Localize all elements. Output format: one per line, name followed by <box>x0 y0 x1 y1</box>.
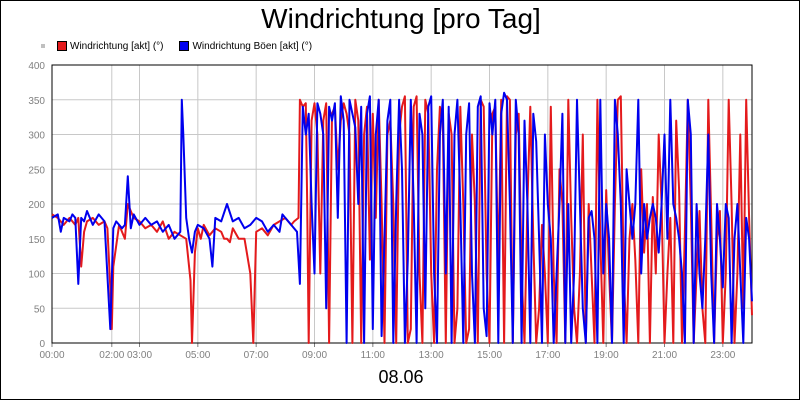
chart-title: Windrichtung [pro Tag] <box>261 3 541 34</box>
x-tick-label: 19:00 <box>594 350 619 361</box>
legend-marker-icon <box>41 44 45 48</box>
legend-swatch-blue <box>179 41 190 51</box>
legend-entry-gust-direction: Windrichtung Böen [akt] (°) <box>179 41 312 52</box>
legend: Windrichtung [akt] (°) Windrichtung Böen… <box>41 39 328 53</box>
y-tick-label: 350 <box>28 96 45 107</box>
y-tick-label: 50 <box>34 304 46 315</box>
x-tick-label: 05:00 <box>185 350 210 361</box>
y-tick-label: 200 <box>28 200 45 211</box>
x-tick-label: 15:00 <box>477 350 502 361</box>
legend-swatch-red <box>57 41 67 51</box>
y-tick-label: 250 <box>28 165 45 176</box>
y-tick-label: 300 <box>28 131 45 142</box>
x-tick-label: 03:00 <box>127 350 152 361</box>
legend-entry-wind-direction: Windrichtung [akt] (°) <box>57 41 163 52</box>
y-tick-label: 150 <box>28 235 45 246</box>
x-tick-label: 17:00 <box>535 350 560 361</box>
x-tick-label: 00:00 <box>39 350 64 361</box>
y-tick-label: 100 <box>28 270 45 281</box>
series-line-gust-direction <box>51 91 753 344</box>
y-tick-label: 0 <box>39 339 45 350</box>
x-tick-label: 11:00 <box>361 350 386 361</box>
x-axis-title: 08.06 <box>378 367 424 387</box>
x-tick-label: 09:00 <box>302 350 327 361</box>
x-tick-label: 23:00 <box>710 350 735 361</box>
x-tick-label: 13:00 <box>419 350 444 361</box>
x-tick-label: 21:00 <box>652 350 677 361</box>
plot-border <box>51 64 753 344</box>
legend-label: Windrichtung [akt] (°) <box>70 40 164 52</box>
legend-label: Windrichtung Böen [akt] (°) <box>192 40 313 52</box>
y-tick-label: 400 <box>28 61 45 72</box>
x-tick-label: 07:00 <box>244 350 269 361</box>
x-tick-label: 02:00 <box>99 350 124 361</box>
